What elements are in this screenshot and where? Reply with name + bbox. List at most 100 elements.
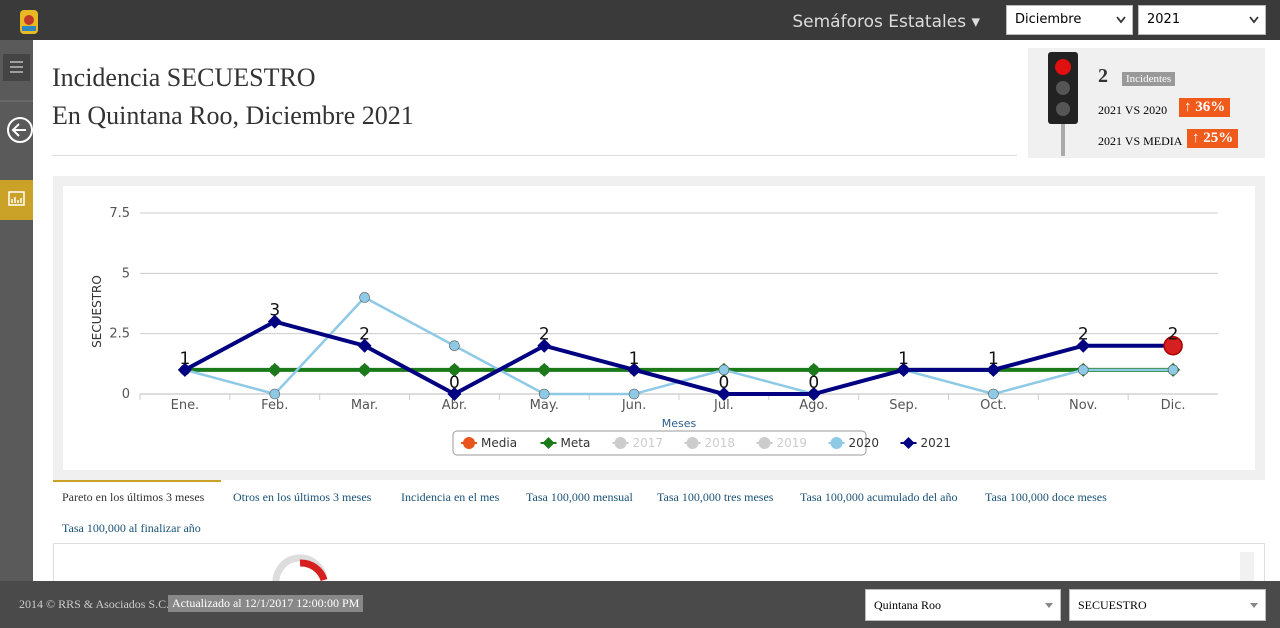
x-tick-label: Feb. [261,398,288,413]
legend-item[interactable]: 2018 [684,436,736,450]
x-tick-label: Jun. [621,398,646,413]
compare-value: 36% [1195,99,1226,115]
tab[interactable]: Tasa 100,000 doce meses [985,490,1107,504]
legend-item[interactable]: Media [461,436,517,450]
updated: Actualizado al 12/1/2017 12:00:00 PM [168,595,364,612]
x-tick-label: Oct. [980,398,1007,413]
month-select[interactable]: Diciembre [1006,5,1133,35]
data-label: 0 [808,373,819,393]
y-axis-title: SECUESTRO [90,275,104,348]
chevron [1045,603,1053,608]
series-point [357,338,372,353]
series-point [447,387,462,401]
title: Incidencia SECUESTRO [52,63,316,92]
series-point [447,362,462,377]
legend-item[interactable]: 2019 [756,436,808,450]
month-value: Diciembre [1015,12,1082,27]
series-point [1077,364,1089,376]
x-tick-label: Ene. [171,398,200,413]
x-tick-label: Nov. [1069,398,1098,413]
x-tick-label: Dic. [1161,398,1186,413]
series-point [538,388,550,400]
series-point [267,362,282,377]
chart-panel: 0 2.5 5 7.5 Ene. Feb. Mar. Abr. May. Jun. Jul. Ago.… [53,176,1265,480]
legend-label: Media [481,436,517,450]
data-label: 2 [1168,325,1179,345]
series-point [627,362,642,377]
menu[interactable]: Semáforos Estatales ▾ [792,12,980,32]
data-label: 2 [359,325,370,345]
tab[interactable]: Tasa 100,000 mensual [526,490,633,504]
series-point [177,362,192,377]
series-point [986,362,1001,377]
tab[interactable]: Incidencia en el mes [401,490,500,504]
legend-item[interactable]: 2021 [900,436,952,450]
y-tick-label: 7.5 [109,206,130,221]
crime-select[interactable]: SECUESTRO [1069,589,1266,621]
tab[interactable]: Pareto en los últimos 3 meses [62,490,205,504]
top-bar: Semáforos Estatales ▾ Diciembre 2021 [0,0,1280,40]
current-point [1163,335,1183,356]
data-label: 1 [988,349,999,369]
series-point [718,364,730,376]
legend-item[interactable]: 2020 [828,436,880,450]
sidebar-icons [0,54,33,220]
legend-swatch [902,437,915,449]
back-button[interactable] [7,117,33,143]
tab[interactable]: Tasa 100,000 acumulado del año [800,490,958,504]
series-line [184,295,1174,396]
data-label: 1 [898,349,909,369]
x-tick-label: Abr. [442,398,467,413]
legend-label: Meta [561,436,591,450]
chevron [1250,603,1258,608]
menu-label: Semáforos Estatales [792,12,967,32]
legend-label: 2021 [921,436,952,450]
subtitle: En Quintana Roo, Diciembre 2021 [52,101,414,130]
y-tick-label: 5 [122,266,130,281]
legend-swatch [463,437,475,449]
tab[interactable]: Tasa 100,000 tres meses [657,490,774,504]
legend-swatch [542,437,555,449]
series-point [537,338,552,353]
legend-label: 2017 [633,436,664,450]
year-select[interactable]: 2021 [1138,5,1266,35]
x-tick-label: Mar. [351,398,378,413]
series-point [896,362,911,377]
data-label: 3 [269,301,280,321]
tab[interactable]: Tasa 100,000 al finalizar año [62,521,201,535]
x-axis-title: Meses [662,417,697,430]
chevron [1249,16,1259,24]
tab-content [53,543,1265,584]
footer: 2014 © RRS & Asociados S.C. Actualizado … [0,581,1280,628]
legend-swatch [686,437,699,449]
x-tick-label: Jul. [713,398,734,413]
tab[interactable]: Otros en los últimos 3 meses [233,490,372,504]
legend-label: 2019 [777,436,808,450]
scrollbar[interactable] [1240,552,1254,584]
divider [52,155,1017,156]
sidebar [0,40,33,581]
data-label: 2 [539,325,550,345]
series-point [716,387,731,401]
series-point [359,292,370,303]
series-point [806,387,821,401]
chevron [1116,16,1126,24]
count: 2 [1098,65,1108,87]
legend-swatch [830,437,843,449]
series-line [183,319,1174,397]
state-select[interactable]: Quintana Roo [865,589,1061,621]
legend-item[interactable]: 2017 [612,436,664,450]
donut [272,554,328,584]
logo [20,10,38,34]
legend: Media Meta 2017 2018 2019 2020 2021 [452,430,952,456]
legend-item[interactable]: Meta [540,436,591,450]
copyright: 2014 © RRS & Asociados S.C. [19,597,170,611]
series-point [806,362,821,377]
crime-value: SECUESTRO [1078,598,1147,612]
chart-button[interactable] [0,180,33,220]
series-point [269,388,281,400]
x-tick-label: May. [530,398,559,413]
data-label: 0 [719,373,730,393]
data-label: 0 [449,373,460,393]
